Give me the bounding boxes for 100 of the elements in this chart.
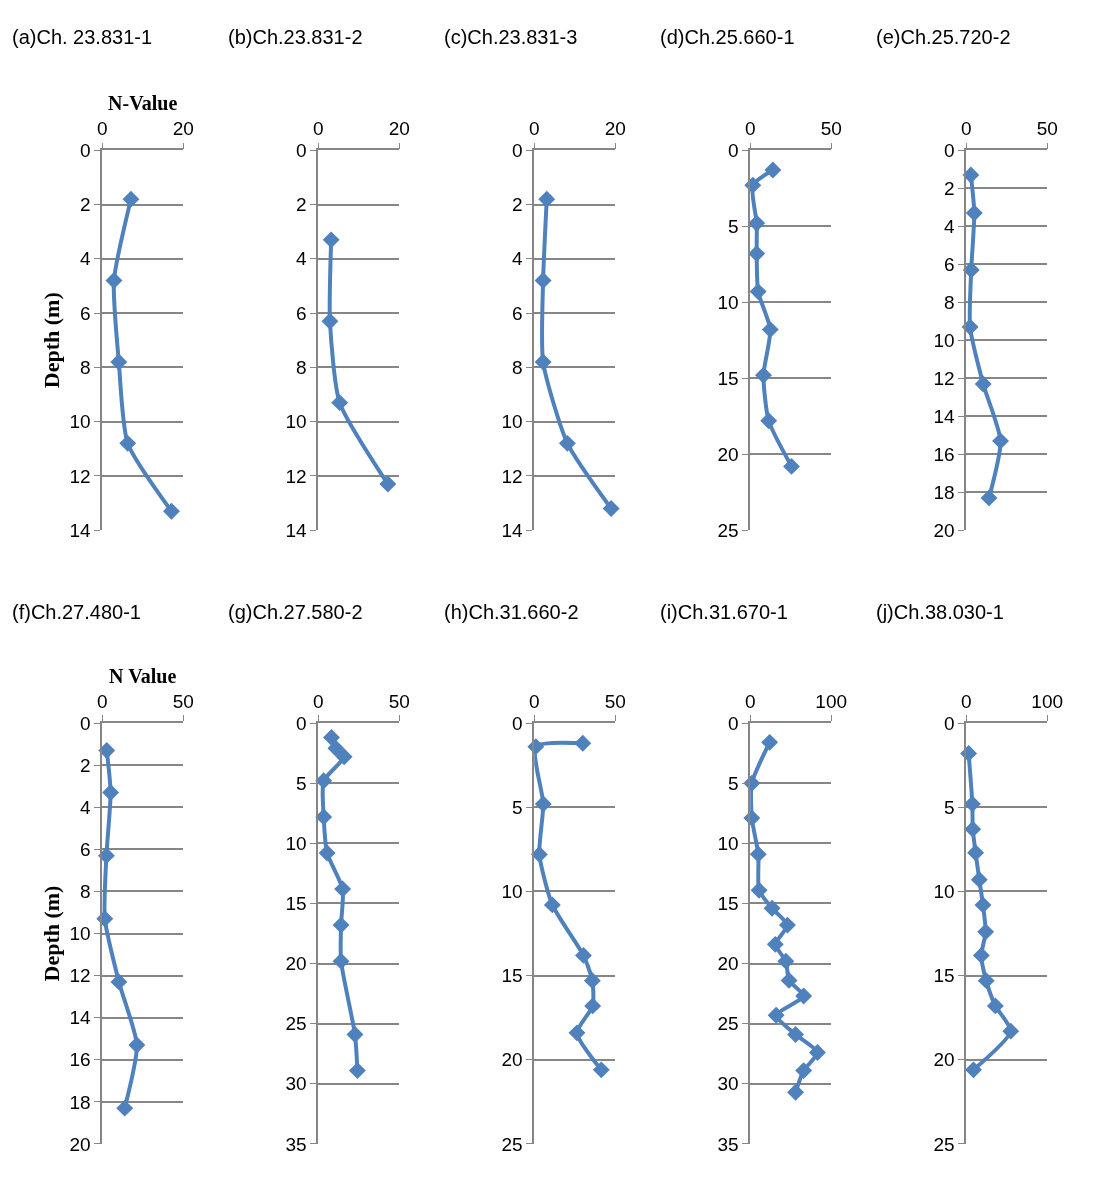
point [974, 896, 992, 914]
point [583, 972, 601, 990]
y-tick-label: 20 [69, 1133, 91, 1155]
y-tick-label: 0 [512, 139, 523, 161]
x-tick-label: 0 [312, 117, 324, 139]
point [783, 457, 800, 475]
y-tick-label: 20 [933, 1049, 955, 1071]
point [119, 434, 137, 452]
y-tick-label: 20 [285, 953, 307, 975]
y-tick-label: 0 [512, 712, 523, 734]
y-tick-label: 0 [296, 712, 307, 734]
x-axis-title: N-Value [108, 91, 178, 114]
y-tick-label: 25 [501, 1133, 523, 1155]
point [970, 871, 988, 889]
point [318, 844, 336, 862]
x-tick-label: 20 [172, 117, 194, 139]
point [761, 321, 779, 339]
y-tick-label: 0 [80, 139, 91, 161]
y-tick-label: 5 [512, 796, 523, 818]
x-tick-label: 50 [388, 690, 410, 712]
point [779, 916, 796, 934]
y-tick-label: 5 [296, 772, 307, 794]
point [379, 475, 397, 493]
y-tick-label: 12 [69, 965, 91, 987]
point [961, 318, 979, 336]
y-tick-label: 25 [285, 1013, 307, 1035]
point [538, 190, 556, 208]
point [558, 434, 576, 452]
y-tick-label: 35 [285, 1133, 307, 1155]
point [780, 971, 798, 989]
y-tick-label: 8 [944, 291, 955, 313]
y-tick-label: 10 [69, 411, 91, 433]
point [992, 432, 1009, 450]
y-tick-label: 20 [717, 443, 739, 465]
point [334, 880, 352, 898]
point [592, 1061, 610, 1079]
chart-title: (b)Ch.23.831-2 [228, 26, 363, 48]
x-tick-label: 0 [960, 690, 972, 712]
x-tick-label: 0 [528, 117, 540, 139]
y-tick-label: 6 [512, 302, 523, 324]
point [534, 353, 552, 371]
y-tick-label: 15 [501, 965, 523, 987]
x-tick-label: 50 [604, 690, 626, 712]
point [332, 916, 350, 934]
point [315, 808, 333, 826]
point [1002, 1022, 1020, 1040]
y-tick-label: 2 [80, 754, 91, 776]
x-tick-label: 20 [604, 117, 626, 139]
y-tick-label: 4 [512, 248, 524, 270]
point [323, 729, 340, 746]
y-tick-label: 15 [717, 367, 739, 389]
chart-title: (i)Ch.31.670-1 [660, 601, 788, 623]
x-tick-label: 100 [815, 690, 848, 712]
y-tick-label: 10 [933, 329, 955, 351]
point [777, 952, 795, 970]
y-tick-label: 0 [80, 712, 91, 734]
point [568, 1024, 586, 1042]
point [602, 500, 620, 517]
point [748, 245, 766, 263]
y-tick-label: 25 [717, 519, 739, 541]
point [122, 190, 140, 208]
y-tick-label: 14 [285, 519, 308, 541]
y-tick-label: 12 [285, 465, 307, 487]
y-tick-label: 8 [80, 357, 91, 379]
point [327, 739, 345, 757]
point [97, 847, 115, 865]
point [972, 946, 990, 964]
y-tick-label: 14 [69, 1007, 92, 1029]
point [763, 899, 781, 917]
point [322, 231, 340, 249]
x-tick-label: 0 [528, 690, 540, 712]
point [795, 987, 813, 1005]
y-tick-label: 5 [728, 215, 739, 237]
point [530, 845, 548, 863]
point [962, 166, 980, 184]
point [977, 923, 995, 941]
point [98, 741, 116, 759]
point [974, 375, 992, 393]
y-tick-label: 6 [80, 302, 91, 324]
point [795, 1062, 813, 1080]
point [128, 1036, 146, 1054]
x-tick-label: 50 [172, 690, 194, 712]
point [808, 1044, 826, 1061]
y-tick-label: 10 [933, 881, 955, 903]
x-tick-label: 0 [312, 690, 324, 712]
y-tick-label: 15 [285, 893, 307, 915]
y-tick-label: 16 [933, 443, 955, 465]
y-tick-label: 0 [944, 712, 955, 734]
point [967, 844, 985, 862]
point [761, 733, 779, 751]
point [766, 935, 784, 953]
y-tick-label: 8 [80, 881, 91, 903]
point [575, 946, 592, 964]
point [755, 366, 772, 384]
y-tick-label: 0 [728, 712, 739, 734]
point [965, 1061, 982, 1079]
point [787, 1083, 805, 1101]
y-tick-label: 6 [80, 838, 91, 860]
x-tick-label: 0 [96, 690, 108, 712]
chart-title: (g)Ch.27.580-2 [228, 601, 363, 623]
